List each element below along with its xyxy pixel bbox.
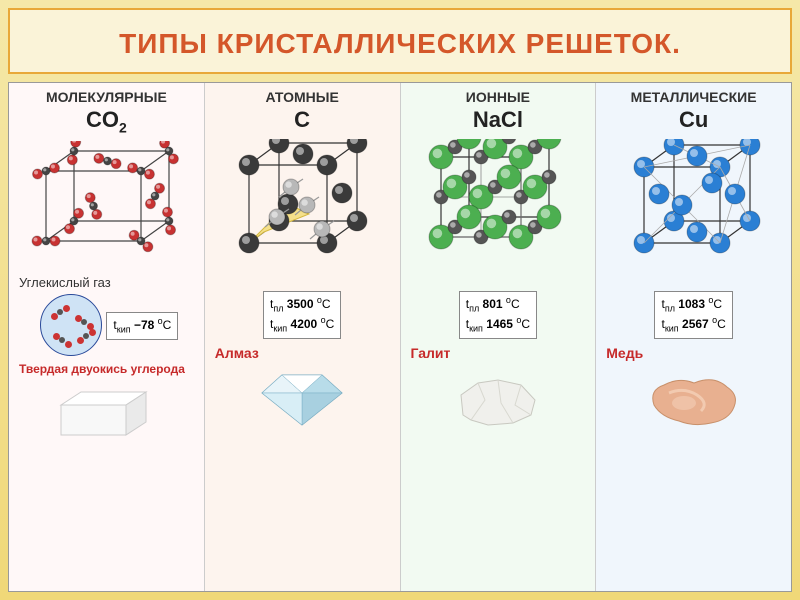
lattice-molecular (31, 141, 181, 271)
col-header: МЕТАЛЛИЧЕСКИЕ (631, 89, 757, 105)
gas-circle-icon (40, 294, 102, 356)
col-formula: NaCl (473, 107, 523, 133)
mineral-name: Медь (600, 345, 643, 361)
temp-box: tпл 3500 oC tкип 4200 oC (263, 291, 341, 339)
temp-value: 801 (483, 297, 503, 311)
mineral-name: Алмаз (209, 345, 259, 361)
mineral-name: Галит (405, 345, 451, 361)
temp-value: 1465 (486, 317, 513, 331)
sample-dry-ice-icon (51, 380, 161, 445)
temp-value: 3500 (287, 297, 314, 311)
temp-box: tпл 1083 oC tкип 2567 oC (654, 291, 732, 339)
col-header: МОЛЕКУЛЯРНЫЕ (46, 89, 167, 105)
temp-value: 4200 (291, 317, 318, 331)
col-formula: Cu (679, 107, 708, 133)
col-molecular: МОЛЕКУЛЯРНЫЕ CO2 Углекислый газ tкип −78… (9, 83, 205, 591)
sample-diamond-icon (247, 365, 357, 430)
temp-box: tкип −78 oC (106, 312, 178, 340)
title-bar: ТИПЫ КРИСТАЛЛИЧЕСКИХ РЕШЕТОК. (8, 8, 792, 74)
col-metallic: МЕТАЛЛИЧЕСКИЕ Cu tпл 1083 oC tкип 2567 o… (596, 83, 791, 591)
sample-copper-icon (639, 365, 749, 430)
lattice-fcc (619, 139, 769, 269)
mineral-name: Твердая двуокись углерода (13, 362, 185, 376)
col-ionic: ИОННЫЕ NaCl tпл 801 oC tкип 1465 oC Гали… (401, 83, 597, 591)
col-header: ИОННЫЕ (466, 89, 530, 105)
lattice-diamond (227, 139, 377, 269)
sample-halite-icon (443, 365, 553, 430)
temp-value: −78 (134, 318, 154, 332)
col-header: АТОМНЫЕ (265, 89, 338, 105)
temp-value: 2567 (682, 317, 709, 331)
col-formula: C (294, 107, 310, 133)
temp-label: tкип (113, 318, 130, 332)
temp-value: 1083 (678, 297, 705, 311)
gas-label: Углекислый газ (13, 275, 111, 290)
temp-box: tпл 801 oC tкип 1465 oC (459, 291, 537, 339)
page-title: ТИПЫ КРИСТАЛЛИЧЕСКИХ РЕШЕТОК. (10, 28, 790, 60)
col-atomic: АТОМНЫЕ C tпл 3500 oC tкип 4200 oC Алмаз (205, 83, 401, 591)
columns-container: МОЛЕКУЛЯРНЫЕ CO2 Углекислый газ tкип −78… (8, 82, 792, 592)
col-formula: CO2 (86, 107, 127, 135)
lattice-ionic (423, 139, 573, 269)
